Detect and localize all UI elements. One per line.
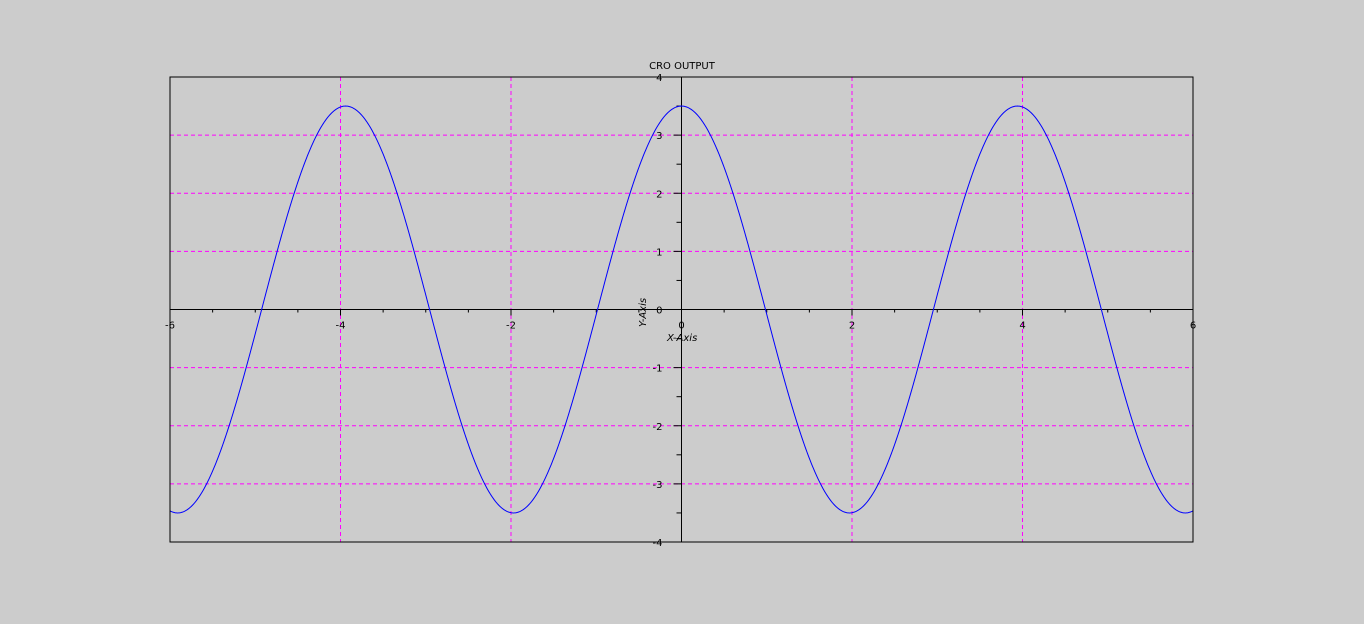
y-tick-label: 1 [656, 247, 662, 258]
y-tick-label: 4 [656, 73, 662, 84]
y-tick-label: 0 [656, 306, 662, 317]
x-tick-label: 0 [678, 321, 684, 332]
y-tick-label: -2 [653, 422, 663, 433]
y-tick-label: -1 [653, 364, 663, 375]
y-tick-label: -3 [653, 480, 663, 491]
axes [169, 76, 1194, 543]
x-tick-label: -4 [336, 321, 346, 332]
chart-title: CRO OUTPUT [649, 61, 716, 72]
series-line [169, 105, 1194, 514]
y-tick-label: -4 [653, 538, 663, 549]
y-axis-label: Y-Axis [638, 298, 649, 327]
y-tick-label: 2 [656, 189, 662, 200]
series-layer [169, 105, 1194, 514]
x-tick-label: -2 [506, 321, 516, 332]
x-axis-label: X-Axis [666, 333, 697, 344]
plot-frame [169, 76, 1194, 543]
y-tick-label: 3 [656, 131, 662, 142]
x-tick-label: 4 [1019, 321, 1025, 332]
x-tick-label: 2 [849, 321, 855, 332]
